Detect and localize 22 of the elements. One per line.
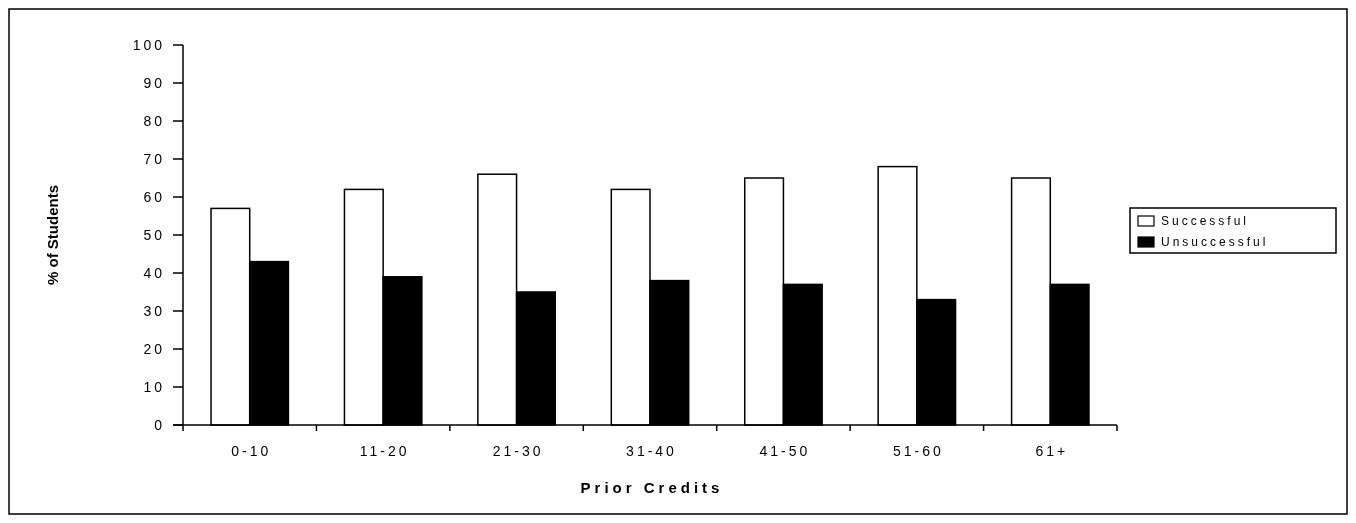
x-tick-label: 11-20 [359,443,410,459]
legend-label: Unsuccessful [1161,235,1269,250]
legend-label: Successful [1161,214,1250,229]
y-tick-label: 70 [143,150,165,167]
x-tick-label: 31-40 [626,443,677,459]
y-tick-label: 0 [154,416,165,433]
x-tick-label: 0-10 [231,443,272,459]
y-tick-label: 50 [143,226,165,243]
y-tick-label: 40 [143,264,165,281]
x-tick-label: 61+ [1035,443,1069,459]
x-tick-label: 51-60 [892,443,944,459]
y-tick-label: 30 [143,302,165,319]
y-axis-title: % of Students [44,185,61,285]
y-tick-label: 80 [143,112,165,129]
x-axis-title: Prior Credits [580,479,724,496]
y-tick-label: 100 [132,36,165,53]
x-tick-label: 21-30 [492,443,544,459]
y-tick-label: 60 [143,188,165,205]
y-tick-label: 10 [143,378,165,395]
x-tick-label: 41-50 [759,443,811,459]
y-tick-label: 20 [143,340,165,357]
y-tick-label: 90 [143,74,165,91]
